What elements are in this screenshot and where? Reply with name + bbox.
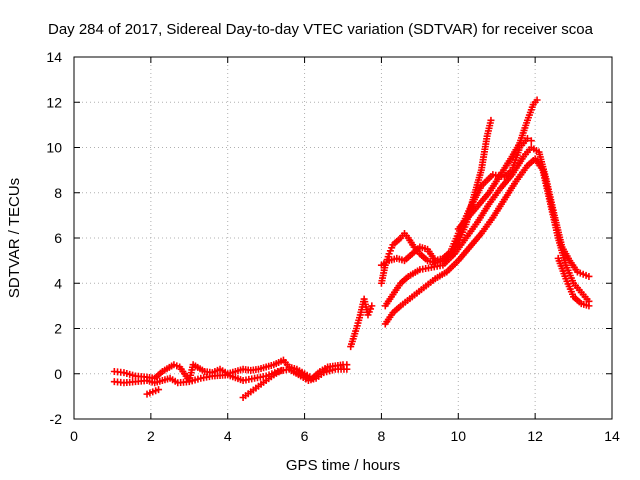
x-tick-label: 4: [224, 428, 232, 444]
x-tick-label: 14: [604, 428, 620, 444]
data-point-marker: [585, 302, 593, 310]
y-tick-label: -2: [50, 411, 63, 427]
y-tick-label: 6: [54, 230, 62, 246]
y-axis-label: SDTVAR / TECUs: [6, 178, 23, 298]
data-point-marker: [487, 116, 495, 124]
y-tick-label: 14: [46, 49, 62, 65]
data-points: [110, 96, 593, 402]
x-tick-label: 6: [301, 428, 309, 444]
y-axis: -2 0 2 4 6 8 10 12 14: [46, 49, 612, 427]
x-tick-label: 2: [147, 428, 155, 444]
data-point-marker: [155, 386, 163, 394]
x-tick-label: 0: [70, 428, 78, 444]
chart-title: Day 284 of 2017, Sidereal Day-to-day VTE…: [48, 21, 594, 38]
data-point-marker: [523, 134, 531, 142]
x-tick-label: 12: [527, 428, 543, 444]
data-point-marker: [585, 272, 593, 280]
y-tick-label: 8: [54, 185, 62, 201]
x-tick-label: 10: [450, 428, 466, 444]
x-tick-label: 8: [378, 428, 386, 444]
x-axis-label: GPS time / hours: [286, 457, 400, 474]
grid-lines: [74, 57, 612, 419]
y-tick-label: 0: [54, 366, 62, 382]
data-point-marker: [368, 302, 376, 310]
y-tick-label: 4: [54, 275, 62, 291]
y-tick-label: 10: [46, 140, 62, 156]
data-point-marker: [533, 96, 541, 104]
y-tick-label: 2: [54, 321, 62, 337]
x-axis: 0 2 4 6 8 10 12 14: [70, 57, 620, 444]
y-tick-label: 12: [46, 94, 62, 110]
data-point-marker: [527, 137, 535, 145]
data-point-marker: [278, 366, 286, 374]
data-point-marker: [343, 365, 351, 373]
